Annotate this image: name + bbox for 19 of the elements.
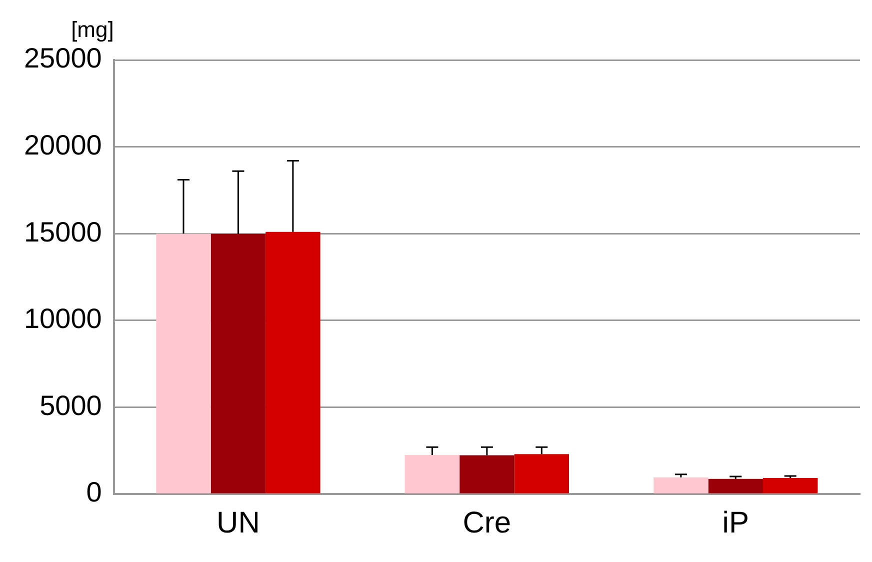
y-tick-label: 15000 [24,216,102,248]
bar [514,454,570,494]
bar [708,478,763,494]
x-tick-label: iP [722,506,749,540]
y-tick-label: 10000 [24,303,102,334]
bar [460,455,514,494]
y-tick-label: 0 [86,476,102,508]
y-tick-label: 5000 [40,390,102,421]
bar [763,478,818,494]
y-axis-title: [mg] [71,17,114,42]
bar [654,477,708,494]
y-tick-label: 20000 [24,130,102,161]
bar [266,232,320,494]
y-tick-label: 25000 [24,42,102,74]
x-tick-label: UN [216,506,260,540]
bar [210,234,266,494]
bar [404,454,460,494]
x-tick-label: Cre [462,506,512,540]
bar [156,234,211,494]
